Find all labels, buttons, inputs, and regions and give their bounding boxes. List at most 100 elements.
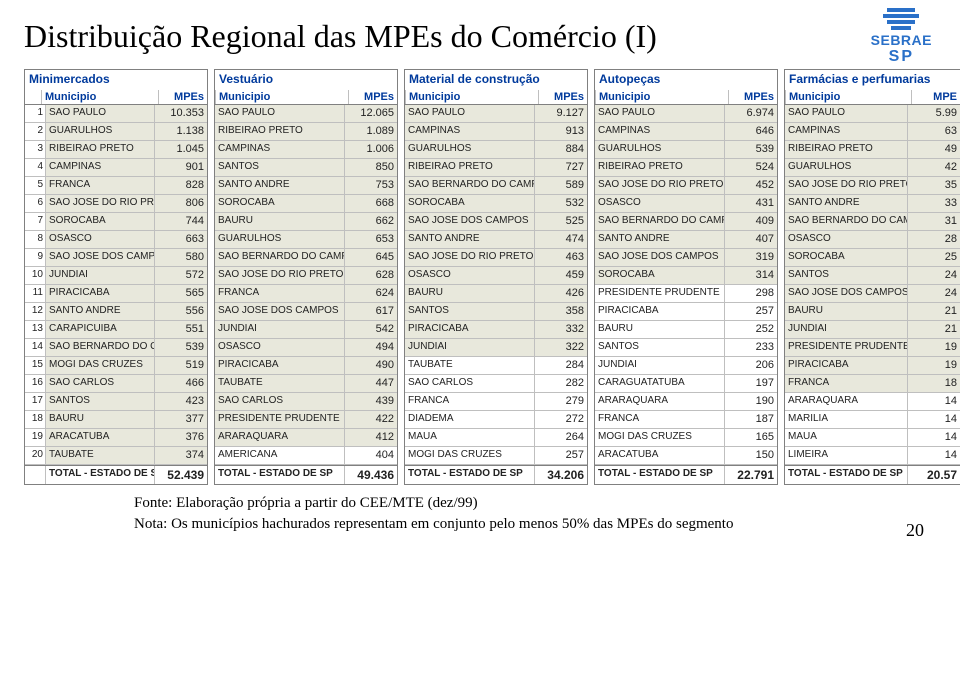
row-value: 49 [907,141,960,158]
table-row: SAO JOSE DOS CAMPOS319 [595,249,777,267]
category-title: Vestuário [215,70,397,90]
table-header: MunicipioMPEs [405,90,587,105]
table-row: CARAGUATATUBA197 [595,375,777,393]
row-value: 423 [154,393,207,410]
row-municipio: SANTOS [595,339,724,356]
row-value: 439 [344,393,397,410]
row-municipio: CAMPINAS [405,123,534,140]
row-municipio: CAMPINAS [595,123,724,140]
row-value: 197 [724,375,777,392]
row-index: 20 [25,447,46,464]
total-value: 22.791 [724,466,777,484]
row-value: 206 [724,357,777,374]
row-municipio: SANTO ANDRE [405,231,534,248]
row-index: 11 [25,285,46,302]
row-value: 1.138 [154,123,207,140]
total-label: TOTAL - ESTADO DE SP [215,466,344,484]
table-row: 17SANTOS423 [25,393,207,411]
row-municipio: SANTO ANDRE [215,177,344,194]
category-table: Farmácias e perfumariasMunicipioMPESAO P… [784,69,960,485]
table-row: FRANCA18 [785,375,960,393]
total-value: 34.206 [534,466,587,484]
row-value: 358 [534,303,587,320]
header-municipio: Municipio [595,90,728,104]
row-municipio: JUNDIAI [595,357,724,374]
table-row: ARARAQUARA14 [785,393,960,411]
row-municipio: FRANCA [215,285,344,302]
row-value: 539 [724,141,777,158]
table-row: CAMPINAS646 [595,123,777,141]
row-value: 377 [154,411,207,428]
row-value: 233 [724,339,777,356]
table-row: GUARULHOS884 [405,141,587,159]
row-value: 580 [154,249,207,266]
row-municipio: PIRACICABA [595,303,724,320]
row-value: 646 [724,123,777,140]
row-municipio: SAO JOSE DOS CAMPOS [405,213,534,230]
table-row: PIRACICABA332 [405,321,587,339]
table-row: RIBEIRAO PRETO1.089 [215,123,397,141]
row-municipio: FRANCA [46,177,154,194]
total-label: TOTAL - ESTADO DE SP [405,466,534,484]
total-value: 49.436 [344,466,397,484]
row-municipio: SOROCABA [46,213,154,230]
table-row: 19ARACATUBA376 [25,429,207,447]
table-row: 7SOROCABA744 [25,213,207,231]
row-value: 653 [344,231,397,248]
row-value: 14 [907,447,960,464]
table-header: MunicipioMPEs [25,90,207,105]
total-label: TOTAL - ESTADO DE SP [785,466,907,484]
row-value: 474 [534,231,587,248]
table-row: MARILIA14 [785,411,960,429]
table-row: SAO JOSE DO RIO PRETO628 [215,267,397,285]
table-row: CAMPINAS913 [405,123,587,141]
table-row: SAO JOSE DOS CAMPOS24 [785,285,960,303]
row-index: 15 [25,357,46,374]
table-row: 20TAUBATE374 [25,447,207,465]
row-value: 409 [724,213,777,230]
row-municipio: ARACATUBA [46,429,154,446]
row-municipio: SAO PAULO [215,105,344,122]
table-total-row: TOTAL - ESTADO DE SP34.206 [405,465,587,484]
row-index: 12 [25,303,46,320]
row-value: 284 [534,357,587,374]
row-value: 24 [907,267,960,284]
row-municipio: CAMPINAS [46,159,154,176]
row-municipio: SAO PAULO [405,105,534,122]
row-index: 6 [25,195,46,212]
row-value: 727 [534,159,587,176]
row-municipio: ARARAQUARA [215,429,344,446]
row-value: 252 [724,321,777,338]
table-row: 16SAO CARLOS466 [25,375,207,393]
row-municipio: SOROCABA [595,267,724,284]
row-municipio: RIBEIRAO PRETO [595,159,724,176]
row-index: 3 [25,141,46,158]
row-value: 663 [154,231,207,248]
row-value: 884 [534,141,587,158]
header-mpes: MPEs [158,90,207,104]
table-row: SANTO ANDRE753 [215,177,397,195]
table-row: SOROCABA25 [785,249,960,267]
row-value: 532 [534,195,587,212]
row-municipio: SAO BERNARDO DO CAMPO [46,339,154,356]
row-value: 617 [344,303,397,320]
row-value: 19 [907,357,960,374]
row-municipio: MOGI DAS CRUZES [46,357,154,374]
row-index: 16 [25,375,46,392]
table-row: PIRACICABA490 [215,357,397,375]
header-municipio: Municipio [785,90,911,104]
total-label: TOTAL - ESTADO DE SP [595,466,724,484]
table-row: SAO BERNARDO DO CAMPO589 [405,177,587,195]
row-municipio: SANTOS [405,303,534,320]
table-row: 18BAURU377 [25,411,207,429]
row-municipio: JUNDIAI [785,321,907,338]
row-value: 542 [344,321,397,338]
row-municipio: ARARAQUARA [595,393,724,410]
row-municipio: CARAPICUIBA [46,321,154,338]
row-value: 463 [534,249,587,266]
table-row: 12SANTO ANDRE556 [25,303,207,321]
logo-brand: SEBRAE [871,32,932,48]
table-row: SOROCABA532 [405,195,587,213]
row-index: 4 [25,159,46,176]
row-municipio: SAO JOSE DO RIO PRETO [46,195,154,212]
